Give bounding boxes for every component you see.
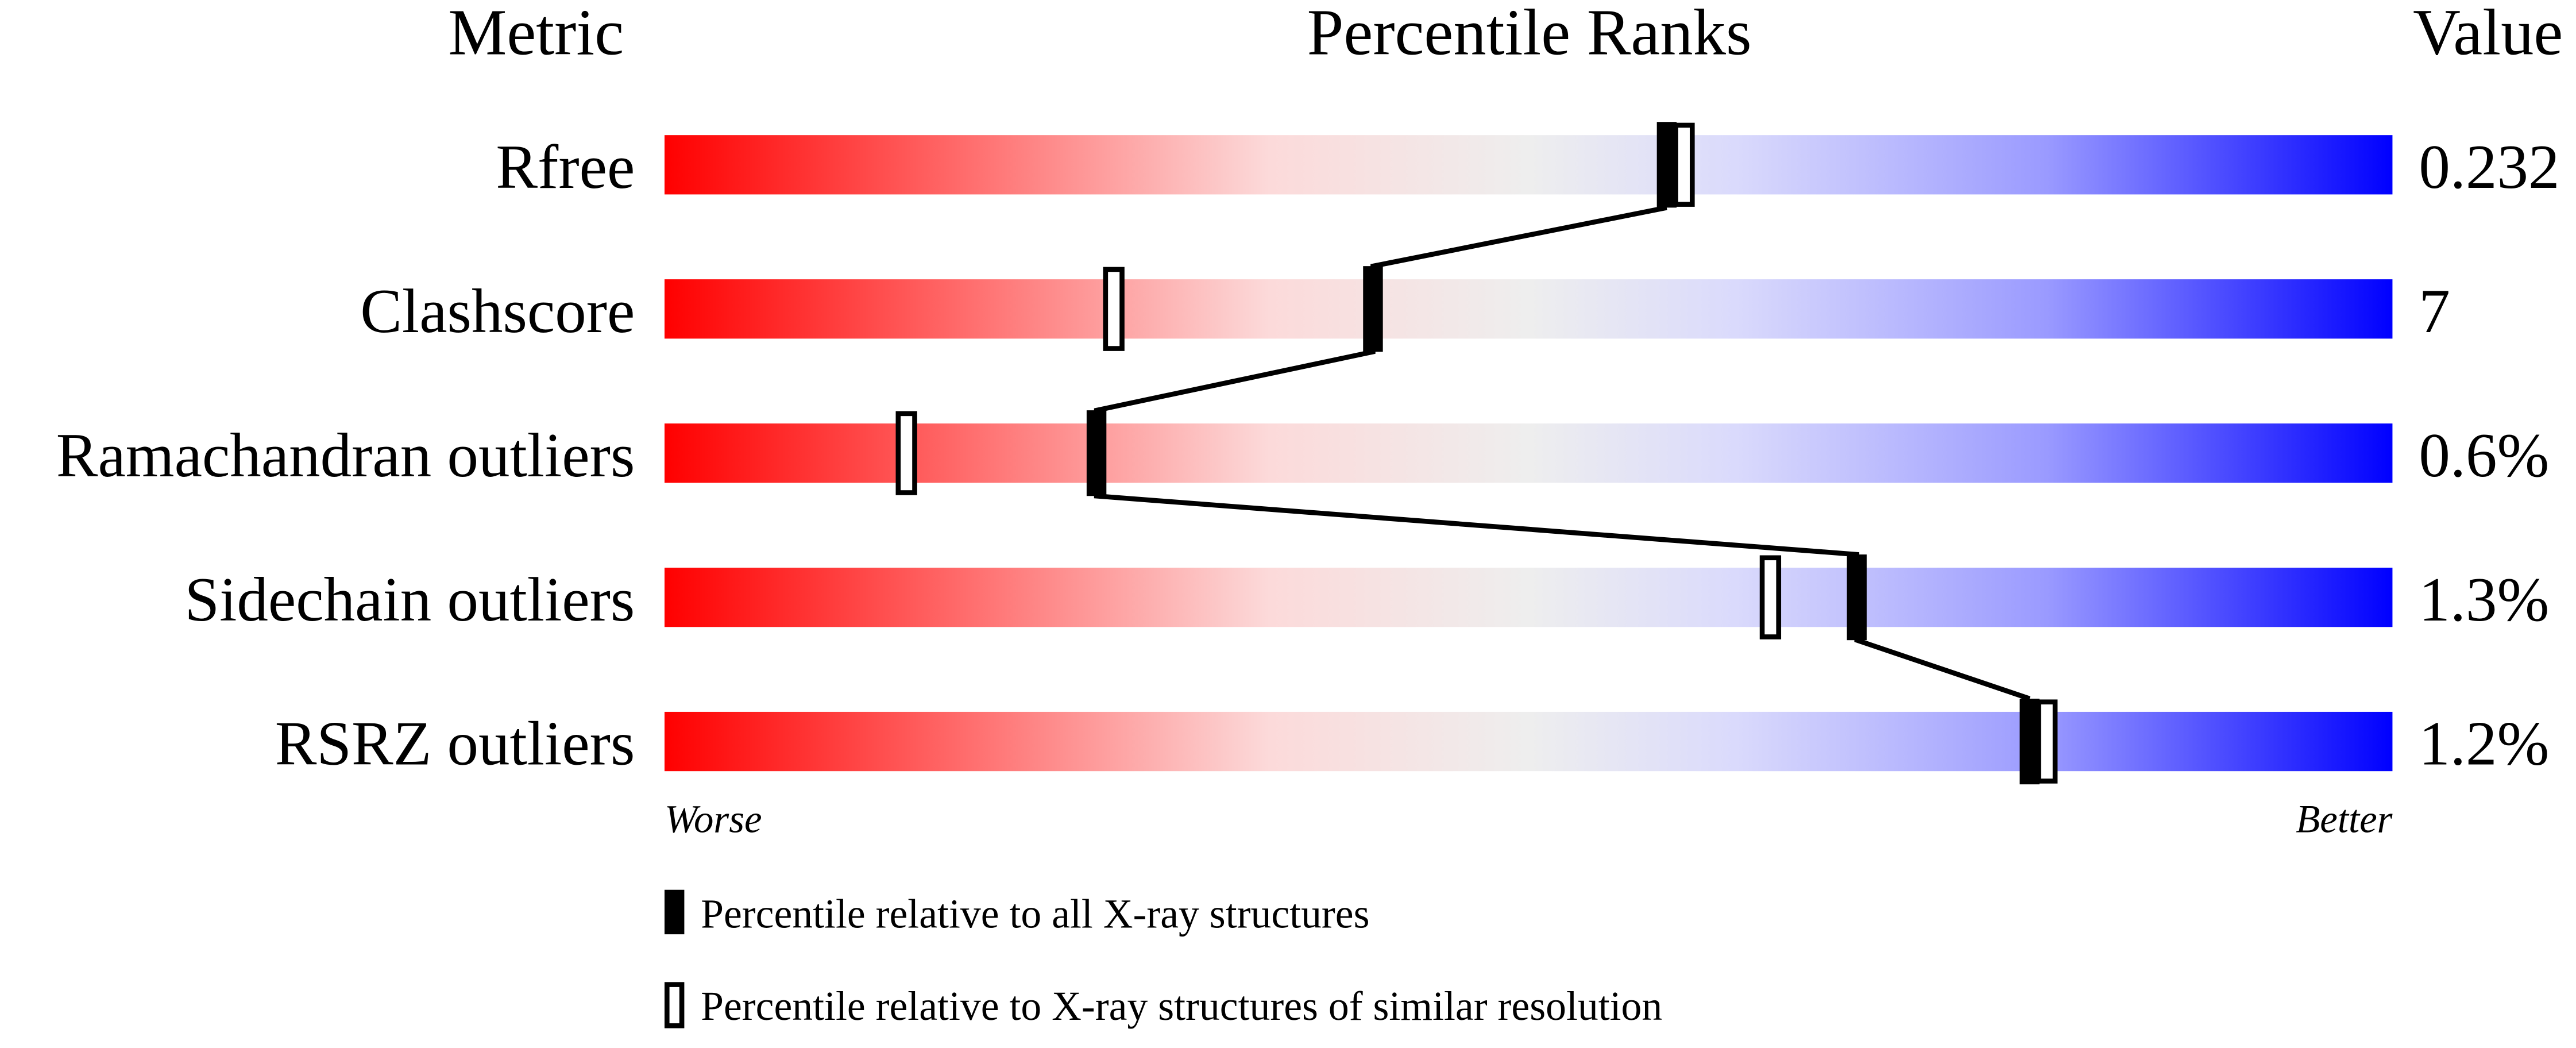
metric-label-sidechain-outliers: Sidechain outliers bbox=[185, 565, 635, 634]
marker-similar-rfree bbox=[1673, 122, 1695, 207]
axis-label-better: Better bbox=[2296, 797, 2392, 841]
header-value: Value bbox=[2413, 0, 2563, 69]
bar-clashscore bbox=[664, 279, 2393, 339]
bar-ramachandran-outliers bbox=[664, 423, 2393, 483]
axis-label-worse: Worse bbox=[665, 797, 762, 841]
legend-hollow-label: Percentile relative to X-ray structures … bbox=[701, 983, 1662, 1029]
metric-label-ramachandran-outliers: Ramachandran outliers bbox=[56, 421, 635, 490]
metric-label-rsrz-outliers: RSRZ outliers bbox=[275, 709, 635, 779]
metric-value-clashscore: 7 bbox=[2419, 276, 2450, 346]
bar-rsrz-outliers bbox=[664, 711, 2393, 772]
metric-value-ramachandran-outliers: 0.6% bbox=[2419, 421, 2549, 490]
marker-similar-sidechain-outliers bbox=[1759, 555, 1782, 639]
metric-value-sidechain-outliers: 1.3% bbox=[2419, 565, 2549, 634]
metric-value-rsrz-outliers: 1.2% bbox=[2419, 709, 2549, 779]
marker-all-clashscore bbox=[1363, 266, 1383, 352]
marker-similar-ramachandran-outliers bbox=[895, 411, 917, 495]
legend-filled-label: Percentile relative to all X-ray structu… bbox=[701, 891, 1369, 937]
bar-sidechain-outliers bbox=[664, 568, 2393, 627]
metric-label-clashscore: Clashscore bbox=[360, 276, 635, 346]
marker-all-rsrz-outliers bbox=[2019, 699, 2040, 785]
metric-value-rfree: 0.232 bbox=[2419, 132, 2559, 202]
bar-rfree bbox=[664, 135, 2393, 195]
metric-label-rfree: Rfree bbox=[496, 132, 635, 202]
legend-filled-marker bbox=[664, 889, 685, 935]
marker-all-sidechain-outliers bbox=[1847, 554, 1867, 641]
marker-all-rfree bbox=[1656, 122, 1677, 208]
legend-hollow-marker bbox=[664, 982, 685, 1028]
marker-all-ramachandran-outliers bbox=[1086, 410, 1107, 496]
header-percentile-ranks: Percentile Ranks bbox=[1307, 0, 1752, 69]
marker-similar-rsrz-outliers bbox=[2036, 699, 2058, 784]
header-metric: Metric bbox=[448, 0, 624, 69]
marker-similar-clashscore bbox=[1103, 267, 1125, 351]
